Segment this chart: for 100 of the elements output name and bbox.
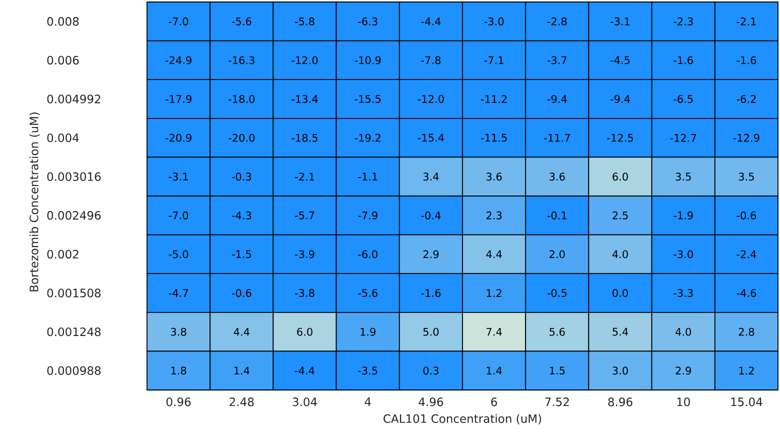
data-label: -3.1	[168, 172, 188, 181]
data-label: -3.5	[358, 366, 378, 375]
data-label: -3.1	[610, 17, 630, 26]
data-label: -19.2	[354, 134, 380, 142]
data-label: -7.9	[358, 211, 378, 220]
data-label: 1.4	[486, 366, 502, 374]
data-label: 3.5	[676, 172, 691, 181]
data-label: 2.0	[550, 250, 565, 258]
y-tick-label: 0.001248	[47, 327, 101, 336]
data-label: -5.7	[295, 212, 314, 220]
data-label: -4.6	[736, 289, 756, 297]
x-tick-label: 8.96	[608, 398, 632, 406]
data-label: -0.6	[736, 211, 756, 220]
data-label: -11.7	[544, 134, 570, 142]
data-label: -7.1	[484, 56, 504, 64]
data-label: -9.4	[547, 95, 567, 103]
data-label: 3.6	[486, 172, 502, 181]
data-label: -1.6	[421, 289, 441, 297]
data-label: -2.4	[736, 250, 756, 258]
data-label: -12.5	[607, 134, 633, 142]
data-label: 1.9	[360, 328, 376, 336]
data-label: 1.5	[550, 366, 565, 375]
data-label: 0.3	[423, 366, 438, 375]
y-tick-label: 0.006	[47, 56, 79, 65]
data-label: 3.4	[423, 172, 439, 181]
data-label: -20.0	[228, 134, 255, 142]
data-label: 4.4	[234, 328, 250, 336]
data-label: -6.3	[358, 17, 378, 26]
data-label: -12.0	[292, 56, 318, 64]
data-label: -3.0	[674, 250, 693, 258]
data-label: -12.7	[670, 134, 696, 142]
x-tick-label: 4	[364, 398, 371, 406]
data-label: 3.6	[550, 172, 565, 181]
data-label: -9.4	[610, 95, 630, 103]
data-label: 2.5	[612, 211, 628, 220]
data-label: 2.8	[738, 328, 754, 336]
data-label: -1.6	[674, 56, 693, 64]
x-tick-label: 7.52	[545, 398, 569, 406]
data-label: -4.7	[168, 289, 188, 297]
data-label: -10.9	[354, 56, 381, 64]
y-tick-label: 0.000988	[47, 366, 101, 375]
data-label: -4.4	[295, 366, 314, 374]
data-label: -1.5	[232, 250, 251, 258]
data-label: -0.5	[547, 289, 566, 297]
y-tick-label: 0.008	[47, 17, 79, 26]
data-label: -3.7	[547, 56, 566, 64]
data-label: 3.0	[612, 366, 628, 375]
data-label: -4.4	[421, 18, 441, 26]
data-label: 5.4	[612, 328, 628, 336]
x-axis-title: CAL101 Concentration (uM)	[384, 414, 542, 424]
data-label: 4.0	[676, 328, 692, 336]
data-label: 4.4	[486, 250, 502, 258]
x-tick-label: 6	[491, 398, 497, 406]
data-label: -3.8	[295, 289, 314, 297]
data-label: 1.4	[234, 366, 250, 374]
data-label: 1.2	[739, 366, 754, 374]
y-tick-label: 0.003016	[47, 172, 101, 181]
x-tick-label: 0.96	[166, 398, 191, 406]
data-label: -7.8	[421, 56, 440, 64]
data-label: -1.1	[358, 172, 378, 180]
data-label: -13.4	[292, 95, 318, 103]
data-label: -5.8	[295, 17, 314, 26]
data-label: -0.1	[547, 211, 566, 220]
data-label: -2.1	[295, 172, 314, 180]
data-label: 6.0	[297, 328, 312, 336]
data-label: -18.0	[228, 95, 255, 103]
data-label: 5.6	[550, 328, 565, 336]
data-label: -4.5	[610, 56, 630, 64]
data-label: 7.4	[486, 328, 502, 336]
data-label: 3.5	[738, 172, 754, 181]
y-tick-label: 0.001508	[47, 288, 101, 298]
data-label: -6.5	[674, 95, 693, 103]
data-label: -15.4	[418, 134, 444, 142]
data-label: -3.3	[674, 289, 693, 297]
data-label: -15.5	[354, 95, 381, 103]
data-label: -0.6	[232, 289, 252, 297]
data-label: -1.6	[736, 56, 756, 64]
data-label: -12.0	[418, 95, 444, 103]
data-label: 5.0	[423, 328, 439, 336]
y-axis-title: Bortezomib Concentration (uM)	[29, 112, 40, 292]
data-label: -6.2	[736, 95, 756, 103]
y-tick-label: 0.004992	[47, 94, 100, 104]
data-label: -4.3	[232, 211, 252, 220]
data-label: -20.9	[165, 134, 192, 142]
data-label: -11.2	[480, 95, 507, 103]
data-label: 4.0	[612, 250, 628, 258]
data-label: -16.3	[228, 56, 254, 64]
data-label: 2.9	[676, 366, 691, 375]
data-label: -6.0	[358, 250, 378, 258]
data-label: -2.3	[674, 17, 693, 26]
x-tick-label: 3.04	[292, 398, 317, 406]
data-label: -0.4	[421, 211, 441, 220]
data-label: -5.6	[232, 17, 252, 26]
data-label: -2.1	[736, 18, 756, 26]
data-label: 6.0	[612, 172, 628, 181]
x-tick-label: 2.48	[230, 398, 254, 406]
data-label: -1.9	[674, 211, 693, 220]
data-label: -2.8	[547, 17, 567, 26]
data-label: 1.8	[171, 366, 186, 375]
data-label: -24.9	[165, 56, 192, 64]
